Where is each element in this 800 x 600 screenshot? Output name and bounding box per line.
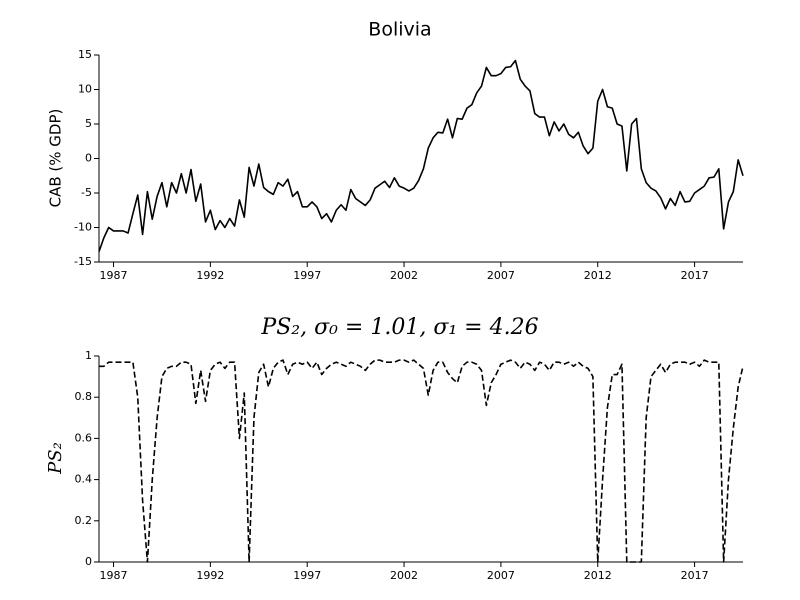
x-tick-label: 2002 xyxy=(390,269,418,282)
x-tick-label: 1992 xyxy=(196,569,224,582)
y-tick-label: -15 xyxy=(74,255,92,268)
y-tick-label: 0.6 xyxy=(75,431,93,444)
y-axis-label: CAB (% GDP) xyxy=(47,109,65,208)
y-tick-label: -5 xyxy=(81,186,92,199)
y-axis-label: PS₂ xyxy=(45,442,66,475)
x-tick-label: 2002 xyxy=(390,569,418,582)
x-tick-label: 1992 xyxy=(196,269,224,282)
y-tick-label: -10 xyxy=(74,221,92,234)
y-tick-label: 0 xyxy=(85,555,92,568)
y-tick-label: 0 xyxy=(85,152,92,165)
y-tick-label: 5 xyxy=(85,117,92,130)
x-tick-label: 1987 xyxy=(100,569,128,582)
y-tick-label: 10 xyxy=(78,83,92,96)
y-tick-label: 15 xyxy=(78,48,92,61)
x-tick-label: 2012 xyxy=(584,569,612,582)
x-tick-label: 2017 xyxy=(681,569,709,582)
x-tick-label: 2017 xyxy=(681,269,709,282)
chart-title: PS₂, σ₀ = 1.01, σ₁ = 4.26 xyxy=(260,315,538,340)
x-tick-label: 2012 xyxy=(584,269,612,282)
line-series xyxy=(98,59,744,252)
x-tick-label: 1997 xyxy=(293,569,321,582)
y-tick-label: 0.2 xyxy=(75,514,93,527)
x-tick-label: 2007 xyxy=(487,569,515,582)
y-tick-label: 0.8 xyxy=(75,390,93,403)
y-tick-label: 1 xyxy=(85,349,92,362)
line-series xyxy=(99,359,744,563)
x-tick-label: 1997 xyxy=(293,269,321,282)
chart-title: Bolivia xyxy=(368,19,431,41)
x-tick-label: 1987 xyxy=(100,269,128,282)
y-tick-label: 0.4 xyxy=(75,473,93,486)
x-tick-label: 2007 xyxy=(487,269,515,282)
